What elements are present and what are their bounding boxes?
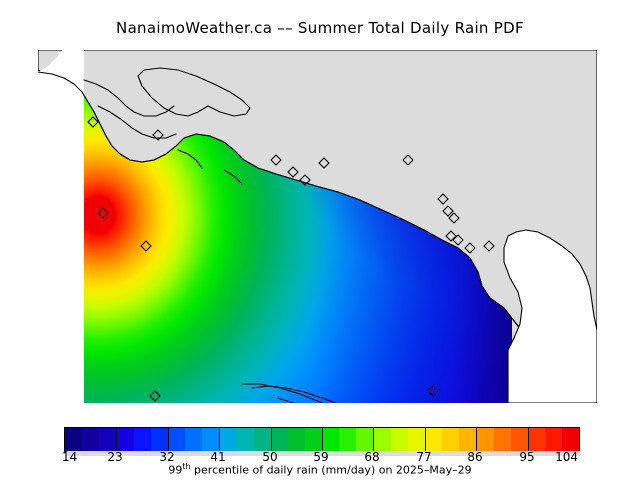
colorbar-band-28: [544, 428, 563, 451]
colorbar-band-9: [219, 428, 237, 451]
colorbar-band-19: [390, 428, 408, 451]
colorbar-tick-line-41: [219, 428, 220, 451]
colorbar-tick-line-50: [271, 428, 272, 451]
colorbar-tick-lines: [65, 428, 579, 451]
colorbar-bands: [65, 428, 580, 451]
caption-ordinal-suffix: th: [182, 462, 191, 471]
colorbar-shadow: [67, 451, 581, 456]
colorbar-band-14: [304, 428, 323, 451]
mainland-east: [503, 229, 597, 403]
colorbar: [64, 427, 580, 452]
colorbar-band-8: [202, 428, 220, 451]
colorbar-band-24: [476, 428, 494, 451]
colorbar-caption: 99th percentile of daily rain (mm/day) o…: [0, 462, 640, 477]
colorbar-band-22: [442, 428, 460, 451]
colorbar-tick-label-14: 14: [62, 450, 78, 464]
colorbar-band-20: [407, 428, 425, 451]
colorbar-tick-labels: 14 23 32 41 50 59 68 77 86 95 104: [62, 450, 578, 466]
colorbar-band-15: [322, 428, 340, 451]
colorbar-band-11: [253, 428, 271, 451]
colorbar-band-7: [184, 428, 203, 451]
colorbar-band-2: [99, 428, 117, 451]
colorbar-tick-line-68: [373, 428, 374, 451]
colorbar-band-16: [339, 428, 357, 451]
colorbar-tick-line-32: [168, 428, 169, 451]
colorbar-tick-line-95: [528, 428, 529, 451]
colorbar-band-13: [287, 428, 305, 451]
colorbar-band-4: [133, 428, 151, 451]
colorbar-band-10: [236, 428, 254, 451]
colorbar-band-25: [493, 428, 511, 451]
page-title: NanaimoWeather.ca –– Summer Total Daily …: [116, 19, 524, 37]
colorbar-band-17: [356, 428, 374, 451]
colorbar-band-0: [65, 428, 83, 451]
colorbar-band-26: [510, 428, 528, 451]
colorbar-band-3: [116, 428, 134, 451]
colorbar-tick-line-77: [425, 428, 426, 451]
colorbar-tick-label-50: 50: [262, 450, 278, 464]
colorbar-band-27: [527, 428, 545, 451]
panel-bottom-gutter: [38, 403, 597, 417]
map-panel: [38, 50, 597, 403]
colorbar-band-29: [562, 428, 580, 451]
caption-percentile-number: 99: [168, 463, 183, 477]
rainfall-contour-raster: [84, 50, 512, 403]
colorbar-tick-line-86: [476, 428, 477, 451]
colorbar-band-12: [270, 428, 288, 451]
colorbar-tick-line-59: [322, 428, 323, 451]
caption-rest: percentile of daily rain (mm/day) on 202…: [190, 463, 472, 477]
colorbar-band-23: [459, 428, 477, 451]
colorbar-band-6: [167, 428, 185, 451]
colorbar-tick-label-68: 68: [364, 450, 380, 464]
colorbar-tick-label-32: 32: [159, 450, 175, 464]
colorbar-tick-line-23: [116, 428, 117, 451]
colorbar-band-21: [424, 428, 443, 451]
colorbar-tick-label-86: 86: [467, 450, 483, 464]
colorbar-tick-label-23: 23: [107, 450, 123, 464]
colorbar-band-1: [82, 428, 100, 451]
colorbar-tick-label-95: 95: [519, 450, 535, 464]
south-east-peninsula: [512, 288, 592, 403]
colorbar-band-5: [150, 428, 168, 451]
colorbar-tick-label-41: 41: [210, 450, 226, 464]
colorbar-tick-label-104: 104: [555, 450, 578, 464]
colorbar-band-18: [373, 428, 391, 451]
colorbar-tick-label-59: 59: [313, 450, 329, 464]
colorbar-tick-label-77: 77: [416, 450, 432, 464]
